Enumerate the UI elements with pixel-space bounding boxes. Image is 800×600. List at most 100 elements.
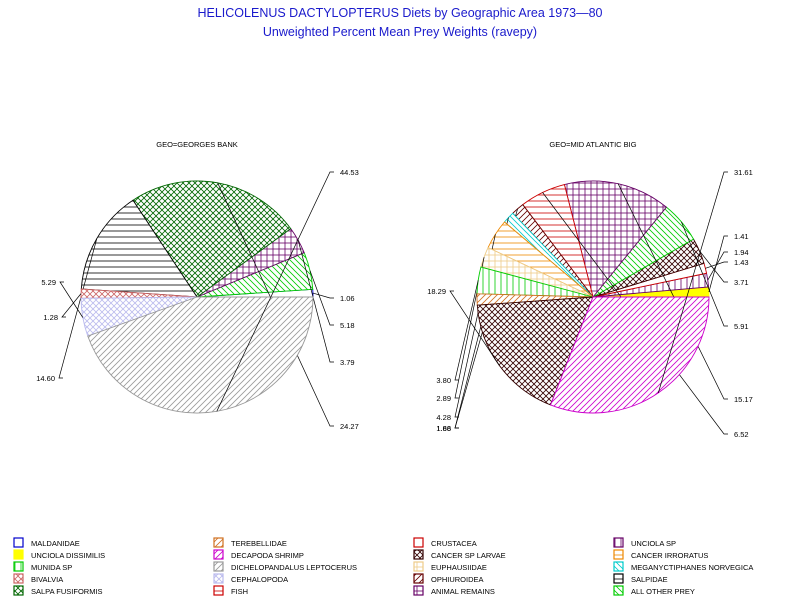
legend-swatch bbox=[13, 549, 24, 560]
legend-swatch bbox=[413, 549, 424, 560]
leader-line bbox=[59, 281, 84, 318]
legend-swatch bbox=[13, 573, 24, 584]
data-label: 14.60 bbox=[36, 374, 55, 383]
legend-swatch bbox=[413, 537, 424, 548]
legend-label: FISH bbox=[231, 587, 248, 596]
leader-line bbox=[297, 240, 334, 363]
legend-item-decapoda-shrimp: DECAPODA SHRIMP bbox=[213, 549, 304, 560]
legend-item-ophiuroidea: OPHIUROIDEA bbox=[413, 573, 484, 584]
legend-item-salpa-fusiformis: SALPA FUSIFORMIS bbox=[13, 585, 103, 596]
leader-line bbox=[449, 290, 500, 366]
legend-swatch bbox=[413, 561, 424, 572]
legend-item-unciola-dissimilis: UNCIOLA DISSIMILIS bbox=[13, 549, 105, 560]
data-label: 3.79 bbox=[340, 358, 355, 367]
legend-item-meganyctiphanes-norvegica: MEGANYCTIPHANES NORVEGICA bbox=[613, 561, 753, 572]
legend-label: CANCER IRRORATUS bbox=[631, 551, 708, 560]
legend-item-euphausiidae: EUPHAUSIIDAE bbox=[413, 561, 487, 572]
legend-label: CEPHALOPODA bbox=[231, 575, 288, 584]
chart-title: HELICOLENUS DACTYLOPTERUS Diets by Geogr… bbox=[197, 6, 602, 20]
legend-label: SALPIDAE bbox=[631, 575, 668, 584]
data-label: 3.71 bbox=[734, 278, 749, 287]
legend-label: MALDANIDAE bbox=[31, 539, 80, 548]
legend-item-all-other-prey: ALL OTHER PREY bbox=[613, 585, 695, 596]
pie-title-mid-atlantic: GEO=MID ATLANTIC BIG bbox=[549, 140, 636, 149]
data-label: 1.68 bbox=[436, 424, 451, 433]
data-label: 1.86 bbox=[436, 424, 451, 433]
data-label: 5.18 bbox=[340, 321, 355, 330]
legend-item-crustacea: CRUSTACEA bbox=[413, 537, 477, 548]
legend-item-cancer-sp-larvae: CANCER SP LARVAE bbox=[413, 549, 506, 560]
legend-label: SALPA FUSIFORMIS bbox=[31, 587, 103, 596]
legend-label: CANCER SP LARVAE bbox=[431, 551, 506, 560]
data-label: 2.89 bbox=[436, 394, 451, 403]
pie-geo-mid-atlantic-big: 1.41 1.941.43 3.71 5.91 15.17 6.52 1.861.68 4.2… bbox=[427, 168, 753, 439]
legend-label: UNCIOLA SP bbox=[631, 539, 676, 548]
legend-label: OPHIUROIDEA bbox=[431, 575, 484, 584]
pie-geo-georges-bank: 1.06 5.18 3.79 24.27 14.60 1.28 5.29 44.53 bbox=[36, 168, 359, 431]
legend-swatch bbox=[613, 573, 624, 584]
leader-line bbox=[707, 251, 728, 281]
leader-line bbox=[216, 171, 334, 412]
legend-swatch bbox=[413, 585, 424, 596]
chart-subtitle: Unweighted Percent Mean Prey Weights (ra… bbox=[263, 25, 537, 39]
leader-line bbox=[542, 192, 728, 435]
data-label: 3.80 bbox=[436, 376, 451, 385]
data-label: 15.17 bbox=[734, 395, 753, 404]
legend-swatch bbox=[613, 549, 624, 560]
legend-swatch bbox=[213, 549, 224, 560]
leader-line bbox=[657, 171, 728, 393]
leader-line bbox=[708, 235, 728, 293]
leader-line bbox=[454, 257, 485, 399]
data-label: 1.94 bbox=[734, 248, 749, 257]
legend-item-munida-sp: MUNIDA SP bbox=[13, 561, 72, 572]
legend-swatch bbox=[213, 585, 224, 596]
slice-salpidae bbox=[80, 199, 198, 298]
legend-label: ALL OTHER PREY bbox=[631, 587, 695, 596]
legend-label: CRUSTACEA bbox=[431, 539, 477, 548]
data-label: 5.29 bbox=[41, 278, 56, 287]
legend-item-cancer-irroratus: CANCER IRRORATUS bbox=[613, 549, 708, 560]
data-label: 6.52 bbox=[734, 430, 749, 439]
legend-item-bivalvia: BIVALVIA bbox=[13, 573, 63, 584]
legend-swatch bbox=[13, 561, 24, 572]
legend-label: UNCIOLA DISSIMILIS bbox=[31, 551, 105, 560]
data-label: 24.27 bbox=[340, 422, 359, 431]
legend-label: EUPHAUSIIDAE bbox=[431, 563, 487, 572]
legend-item-terebellidae: TEREBELLIDAE bbox=[213, 537, 287, 548]
leader-line bbox=[681, 221, 728, 327]
leader-line bbox=[312, 292, 334, 299]
data-label: 1.41 bbox=[734, 232, 749, 241]
legend-label: TEREBELLIDAE bbox=[231, 539, 287, 548]
legend-swatch bbox=[213, 573, 224, 584]
legend-item-salpidae: SALPIDAE bbox=[613, 573, 668, 584]
legend-swatch bbox=[13, 537, 24, 548]
data-label: 5.91 bbox=[734, 322, 749, 331]
leader-line bbox=[454, 280, 479, 381]
legend-item-fish: FISH bbox=[213, 585, 248, 596]
leader-line bbox=[58, 238, 98, 379]
legend-swatch bbox=[613, 561, 624, 572]
legend-swatch bbox=[613, 585, 624, 596]
legend-label: DECAPODA SHRIMP bbox=[231, 551, 304, 560]
legend-swatch bbox=[613, 537, 624, 548]
pie-title-georges-bank: GEO=GEORGES BANK bbox=[156, 140, 237, 149]
legend-swatch bbox=[213, 537, 224, 548]
data-label: 1.28 bbox=[43, 313, 58, 322]
legend-label: BIVALVIA bbox=[31, 575, 63, 584]
data-label: 31.61 bbox=[734, 168, 753, 177]
legend-label: MEGANYCTIPHANES NORVEGICA bbox=[631, 563, 753, 572]
legend-item-cephalopoda: CEPHALOPODA bbox=[213, 573, 288, 584]
legend-label: DICHELOPANDALUS LEPTOCERUS bbox=[231, 563, 357, 572]
legend-item-dichelopandalus-leptocerus: DICHELOPANDALUS LEPTOCERUS bbox=[213, 561, 357, 572]
leader-line bbox=[309, 270, 334, 326]
leader-line bbox=[217, 182, 334, 427]
leader-line bbox=[699, 250, 728, 283]
legend-item-unciola-sp: UNCIOLA SP bbox=[613, 537, 676, 548]
legend-item-animal-remains: ANIMAL REMAINS bbox=[413, 585, 495, 596]
leader-line bbox=[617, 183, 728, 400]
legend-swatch bbox=[13, 585, 24, 596]
data-label: 1.43 bbox=[734, 258, 749, 267]
leader-line bbox=[61, 293, 82, 318]
data-label: 4.28 bbox=[436, 413, 451, 422]
